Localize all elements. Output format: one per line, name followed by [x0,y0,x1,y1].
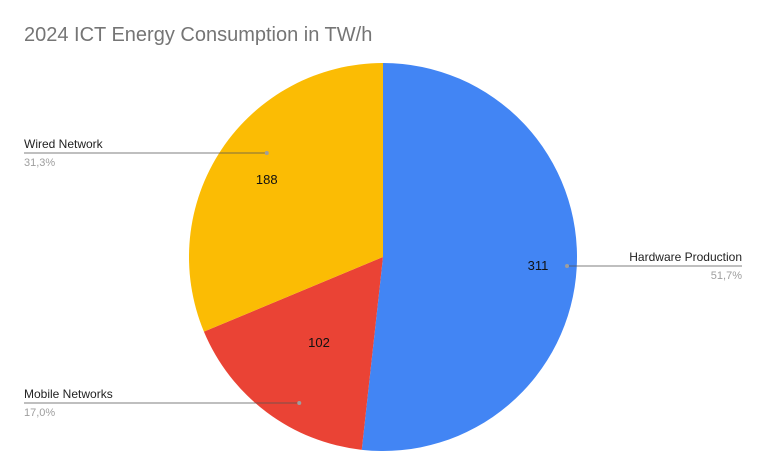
slice-value-label: 188 [256,172,278,187]
chart-title: 2024 ICT Energy Consumption in TW/h [24,24,373,46]
slice-label: Hardware Production [629,250,742,264]
slice-label: Wired Network [24,137,104,151]
leader-dot [565,264,570,268]
slice-label: Mobile Networks [24,387,113,401]
pie-slice-mobile-networks [203,257,383,450]
pie-slice-wired-network [189,63,383,332]
slice-percent-label: 17,0% [24,407,55,419]
leader-dot [297,401,302,405]
pie-slice-hardware-production [361,63,578,451]
slice-value-label: 311 [528,258,549,273]
leader-dot [264,151,269,155]
slice-percent-label: 31,3% [24,157,55,169]
slice-value-label: 102 [308,335,330,350]
slice-percent-label: 51,7% [711,270,742,282]
